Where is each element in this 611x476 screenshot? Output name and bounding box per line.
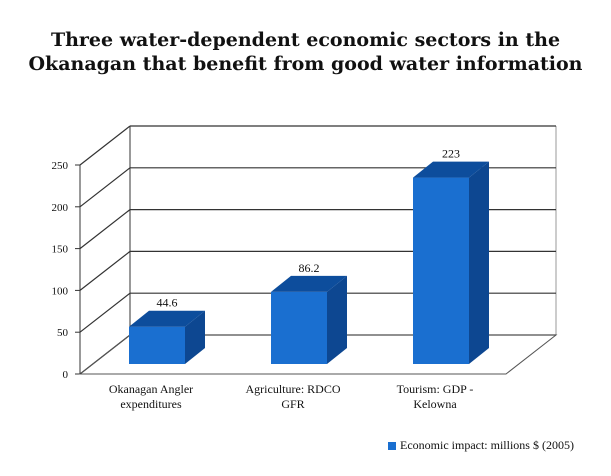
legend-label: Economic impact: millions $ (2005): [400, 438, 574, 452]
y-tick-label-150: 150: [52, 244, 69, 256]
chart-title-line-2: Okanagan that benefit from good water in…: [28, 53, 583, 75]
x-category-label-1: Agriculture: RDCO GFR: [223, 382, 363, 412]
bar-front-2: [413, 177, 469, 364]
legend-swatch: [388, 441, 396, 450]
bar-front-0: [129, 326, 185, 364]
bar-side-0: [185, 310, 205, 364]
legend: Economic impact: millions $ (2005): [388, 438, 574, 453]
data-label-1: 86.2: [299, 261, 320, 275]
x-category-label-1-line-1: GFR: [281, 397, 305, 411]
y-tick-label-0: 0: [63, 369, 69, 381]
chart-title: Three water-dependent economic sectors i…: [0, 28, 611, 76]
chart-floor: [78, 334, 558, 375]
y-tick-label-100: 100: [52, 285, 69, 297]
chart-title-line-1: Three water-dependent economic sectors i…: [50, 29, 561, 51]
bar-front-1: [271, 291, 327, 364]
x-category-label-0-line-0: Okanagan Angler: [108, 382, 194, 396]
bar-side-1: [327, 275, 347, 364]
data-label-2: 223: [442, 147, 460, 161]
x-category-label-2-line-0: Tourism: GDP -: [396, 382, 474, 396]
bar-top-0: [129, 310, 205, 327]
gridline-diagonal-50: [79, 292, 131, 333]
bar-top-1: [271, 275, 347, 292]
bar-top-2: [413, 161, 489, 178]
x-category-label-2: Tourism: GDP - Kelowna: [365, 382, 505, 412]
x-category-label-1-line-0: Agriculture: RDCO: [245, 382, 341, 396]
y-tick-label-250: 250: [52, 160, 69, 172]
y-tick-label-200: 200: [52, 202, 69, 214]
gridline-diagonal-100: [79, 250, 131, 291]
x-category-label-0: Okanagan Angler expenditures: [81, 382, 221, 412]
gridline-diagonal-150: [79, 209, 131, 250]
bar-side-2: [469, 161, 489, 364]
gridline-diagonal-200: [79, 167, 131, 208]
x-category-label-2-line-1: Kelowna: [413, 397, 457, 411]
gridline-diagonal-250: [79, 125, 131, 166]
x-category-label-0-line-1: expenditures: [120, 397, 182, 411]
data-label-0: 44.6: [157, 296, 178, 310]
y-tick-label-50: 50: [57, 327, 69, 339]
